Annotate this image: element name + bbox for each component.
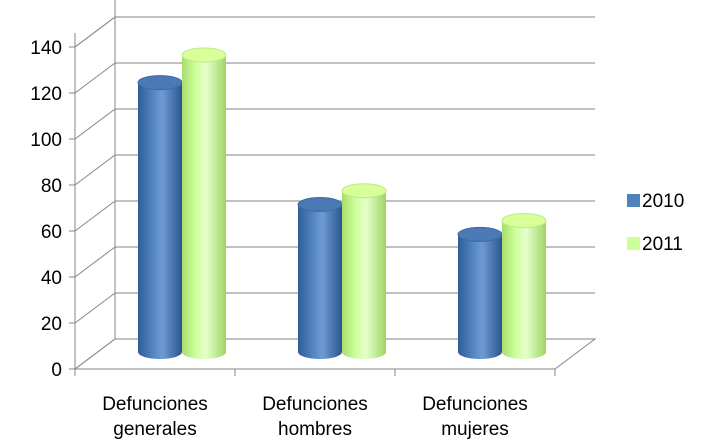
bar-body <box>502 220 546 359</box>
bar-top <box>501 213 547 229</box>
y-tick-label: 120 <box>30 84 62 105</box>
x-tick-label: Defunciones mujeres <box>422 394 528 440</box>
x-tick-label: Defunciones generales <box>102 394 208 440</box>
legend-label: 2010 <box>642 191 684 212</box>
bar <box>501 213 547 359</box>
bar-body <box>458 234 502 359</box>
side-wall-line <box>74 62 116 94</box>
bar-top <box>341 183 387 199</box>
side-wall-line <box>74 16 116 48</box>
x-axis-labels: Defunciones generales Defunciones hombres De… <box>102 394 528 440</box>
bar-top <box>457 226 503 242</box>
y-tick-label: 60 <box>41 222 62 243</box>
y-tick-label: 20 <box>41 314 62 335</box>
y-tick-label: 140 <box>30 38 62 59</box>
bar-body <box>342 190 386 359</box>
bars <box>137 47 547 359</box>
side-wall-line <box>74 154 116 186</box>
y-axis-ticks: 0 20 40 60 80 100 120 140 <box>30 38 556 381</box>
bar-top <box>137 75 183 91</box>
bar-top <box>297 197 343 212</box>
bar <box>297 197 343 359</box>
y-tick-label: 80 <box>41 176 62 197</box>
bar-body <box>138 82 182 359</box>
bar <box>457 226 503 359</box>
bar <box>137 75 183 359</box>
side-wall-line <box>74 200 116 232</box>
legend-swatch <box>627 194 640 207</box>
bar <box>341 183 387 359</box>
side-wall-line <box>74 292 116 324</box>
bar-top <box>181 47 227 63</box>
side-wall-line <box>74 108 116 140</box>
bar <box>181 47 227 359</box>
y-tick-label: 100 <box>30 130 62 151</box>
legend: 2010 2011 <box>627 191 684 255</box>
y-tick-label: 0 <box>51 360 62 381</box>
bar-body <box>182 55 226 359</box>
x-tick-label: Defunciones hombres <box>262 394 368 440</box>
side-wall-line <box>74 246 116 278</box>
bar-body <box>298 204 342 359</box>
legend-swatch <box>627 237 640 250</box>
legend-label: 2011 <box>642 234 683 255</box>
y-tick-label: 40 <box>41 268 62 289</box>
